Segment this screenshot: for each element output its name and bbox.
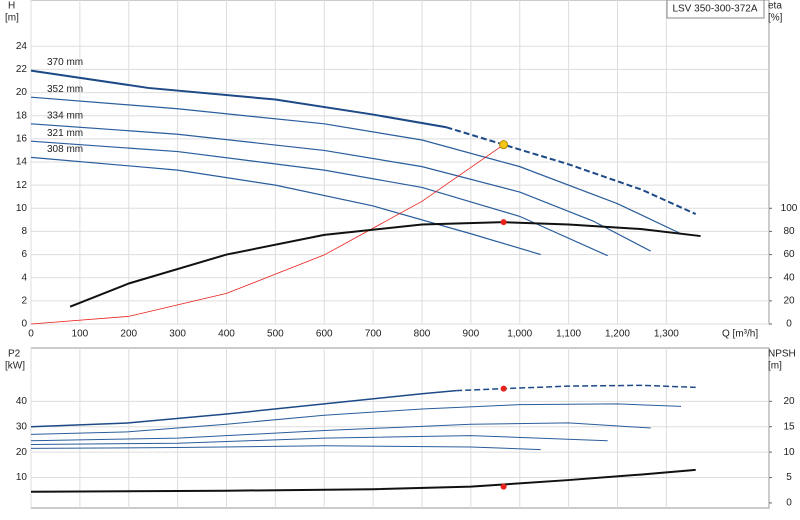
y2-tick-label: 100 — [781, 203, 798, 214]
x-tick-label: 200 — [120, 329, 137, 340]
y-tick-label: 40 — [16, 396, 28, 407]
curve — [30, 140, 608, 257]
curve-label: 321 mm — [47, 128, 83, 139]
y-tick-label: 30 — [16, 421, 28, 432]
x-tick-label: 800 — [414, 329, 431, 340]
y2-tick-label: 40 — [783, 272, 795, 283]
y-axis-label: P2 — [8, 349, 21, 360]
x-tick-label: 700 — [365, 329, 382, 340]
curve — [69, 221, 701, 308]
x-tick-label: 500 — [267, 329, 284, 340]
x-tick-label: 400 — [218, 329, 235, 340]
y2-tick-label: 10 — [783, 447, 795, 458]
curve — [30, 468, 696, 493]
x-tick-label: 1,000 — [507, 329, 532, 340]
y-tick-label: 24 — [16, 41, 28, 52]
y2-axis-unit: [m] — [768, 361, 782, 372]
curve — [456, 384, 696, 392]
y-tick-label: 8 — [21, 226, 27, 237]
x-tick-label: 1,300 — [654, 329, 679, 340]
curve — [30, 435, 608, 446]
y2-tick-label: 0 — [786, 319, 792, 330]
y-tick-label: 12 — [16, 180, 28, 191]
y-tick-label: 10 — [16, 203, 28, 214]
curve — [30, 403, 682, 435]
y2-tick-label: 80 — [783, 226, 795, 237]
y2-tick-label: 5 — [786, 472, 792, 483]
duty-point — [500, 483, 507, 490]
y-tick-label: 14 — [16, 157, 28, 168]
y-axis-label: H — [8, 1, 15, 12]
y2-tick-label: 0 — [786, 498, 792, 509]
duty-point — [500, 219, 507, 226]
x-tick-label: 1,100 — [556, 329, 581, 340]
y-tick-label: 16 — [16, 133, 28, 144]
curve — [446, 126, 697, 215]
y2-axis-label: eta — [768, 1, 782, 12]
y-tick-label: 2 — [21, 295, 27, 306]
duty-point — [499, 140, 509, 150]
curve — [30, 144, 504, 325]
y2-tick-label: 60 — [783, 249, 795, 260]
curve — [30, 156, 541, 256]
y-tick-label: 20 — [16, 447, 28, 458]
model-label: LSV 350-300-372A — [672, 4, 757, 15]
x-axis-label: Q [m³/h] — [722, 329, 758, 340]
x-tick-label: 100 — [72, 329, 89, 340]
y2-tick-label: 20 — [783, 295, 795, 306]
y2-axis-label: NPSH — [768, 349, 796, 360]
y2-tick-label: 20 — [783, 396, 795, 407]
model-box — [666, 0, 765, 19]
y-tick-label: 22 — [16, 64, 28, 75]
y-tick-label: 4 — [21, 272, 27, 283]
curve — [30, 96, 682, 235]
y-tick-label: 10 — [16, 472, 28, 483]
curve — [30, 445, 541, 451]
x-tick-label: 1,200 — [605, 329, 630, 340]
x-tick-label: 0 — [28, 329, 34, 340]
duty-point — [500, 385, 507, 392]
plot-area — [30, 347, 770, 509]
curve — [30, 69, 447, 129]
curve — [30, 389, 457, 428]
x-tick-label: 900 — [463, 329, 480, 340]
curve-label: 370 mm — [47, 57, 83, 68]
y2-tick-label: 15 — [783, 421, 795, 432]
x-tick-label: 600 — [316, 329, 333, 340]
curve — [30, 123, 652, 252]
y-axis-unit: [kW] — [5, 361, 25, 372]
curve-label: 308 mm — [47, 144, 83, 155]
y-tick-label: 6 — [21, 249, 27, 260]
y-tick-label: 20 — [16, 87, 28, 98]
y-axis-unit: [m] — [5, 13, 19, 24]
y2-axis-unit: [%] — [768, 13, 783, 24]
curve-label: 352 mm — [47, 84, 83, 95]
curve — [30, 422, 651, 442]
y-tick-label: 18 — [16, 110, 28, 121]
y-tick-label: 0 — [21, 319, 27, 330]
curve-label: 334 mm — [47, 110, 83, 121]
x-tick-label: 300 — [169, 329, 186, 340]
